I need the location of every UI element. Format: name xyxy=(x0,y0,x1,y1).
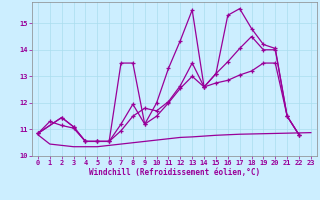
X-axis label: Windchill (Refroidissement éolien,°C): Windchill (Refroidissement éolien,°C) xyxy=(89,168,260,177)
